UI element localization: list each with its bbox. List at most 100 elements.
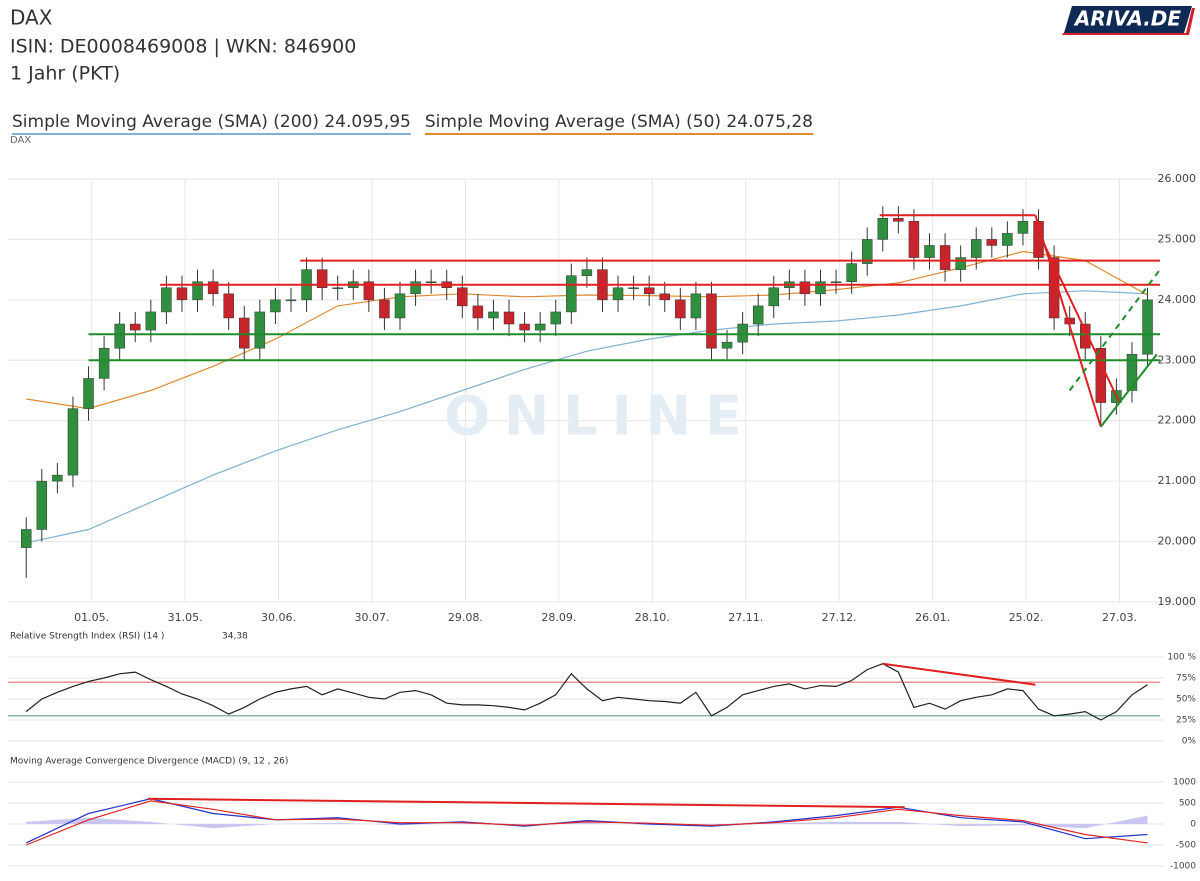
trendline <box>147 797 905 809</box>
trendline <box>882 662 1036 686</box>
candle-body <box>955 257 966 270</box>
line <box>25 800 1148 846</box>
candle-body <box>566 275 577 313</box>
panel-title: Relative Strength Index (RSI) (14 ) <box>10 632 164 642</box>
candle-body <box>768 287 780 307</box>
candle-body <box>612 287 624 301</box>
y-tick-label: 25.000 <box>1158 232 1197 245</box>
y-tick-label: -1000 <box>1170 862 1196 872</box>
x-tick-label: 30.06. <box>261 611 296 624</box>
candle-body <box>36 480 48 530</box>
y-tick-label: 0 <box>1190 820 1196 830</box>
x-tick-label: 28.09. <box>541 611 576 624</box>
candle-body <box>628 287 639 290</box>
y-tick-label: 25% <box>1176 716 1196 726</box>
x-tick-label: 30.07. <box>354 611 389 624</box>
y-tick-label: 500 <box>1179 799 1196 809</box>
candle-body <box>488 311 499 319</box>
candle-body <box>270 299 281 313</box>
candle-body <box>1048 257 1060 319</box>
isin: ISIN: DE0008469008 | WKN: 846900 <box>10 36 356 58</box>
candle-body <box>581 269 593 276</box>
candle-body <box>20 529 32 548</box>
candle-body <box>1142 299 1153 355</box>
candle-body <box>534 323 546 331</box>
candle-body <box>706 293 717 349</box>
legend-entry: Simple Moving Average (SMA) (50) 24.075,… <box>425 112 813 132</box>
candle-body <box>877 218 889 240</box>
candle-body <box>98 347 110 379</box>
candle-body <box>752 305 764 325</box>
candle-body <box>519 323 530 331</box>
candle-body <box>285 299 297 302</box>
y-tick-label: -500 <box>1176 841 1197 851</box>
trendline <box>1068 269 1161 392</box>
candle-body <box>970 239 982 258</box>
candle-body <box>145 311 157 331</box>
panel-title: Moving Average Convergence Divergence (M… <box>10 757 288 767</box>
y-tick-label: 50% <box>1176 695 1196 705</box>
candle-body <box>846 263 857 282</box>
candle-body <box>239 317 250 349</box>
candle-body <box>316 269 328 289</box>
candle-body <box>503 311 515 325</box>
y-tick-label: 22.000 <box>1158 414 1197 427</box>
candle-body <box>939 245 951 270</box>
candle-body <box>1080 323 1091 349</box>
x-tick-label: 27.12. <box>822 611 857 624</box>
candle-body <box>472 305 484 319</box>
candle-body <box>737 323 748 343</box>
line <box>25 663 1148 721</box>
panel-value: 34,38 <box>222 632 248 642</box>
candle-body <box>1017 221 1029 234</box>
y-tick-label: 0% <box>1182 737 1197 747</box>
candle-body <box>457 287 468 307</box>
x-tick-label: 27.11. <box>728 611 763 624</box>
candle-body <box>659 293 670 301</box>
candle-body <box>52 474 63 482</box>
candle-body <box>799 281 811 295</box>
candle-body <box>363 281 375 301</box>
y-tick-label: 100 % <box>1167 653 1196 663</box>
watermark: ONLINE <box>444 385 756 448</box>
y-tick-label: 23.000 <box>1158 353 1197 366</box>
y-tick-label: 24.000 <box>1158 293 1197 306</box>
line <box>26 290 1148 544</box>
candle-body <box>1002 233 1013 246</box>
candle-body <box>550 311 561 325</box>
legend-entry: Simple Moving Average (SMA) (200) 24.095… <box>12 112 411 132</box>
candle-body <box>690 293 702 319</box>
y-tick-label: 1000 <box>1173 778 1196 788</box>
candle-body <box>861 239 873 264</box>
candle-body <box>332 287 343 290</box>
y-tick-label: 26.000 <box>1158 172 1197 185</box>
y-tick-label: 19.000 <box>1158 595 1197 608</box>
candle-body <box>924 245 935 258</box>
logo: ARIVA.DE <box>1062 6 1195 35</box>
x-tick-label: 29.08. <box>448 611 483 624</box>
y-tick-label: 75% <box>1176 674 1196 684</box>
candle-body <box>410 281 421 295</box>
candle-body <box>130 323 141 331</box>
candle-body <box>830 281 842 283</box>
trendline <box>1043 245 1121 404</box>
trendline <box>1100 353 1158 428</box>
candle-body <box>815 281 826 295</box>
candle-body <box>893 218 904 222</box>
candle-body <box>394 293 406 319</box>
x-tick-label: 01.05. <box>74 611 109 624</box>
candle-body <box>643 287 655 295</box>
y-tick-label: 21.000 <box>1158 474 1197 487</box>
candle-body <box>986 239 998 246</box>
series-label: DAX <box>10 135 31 146</box>
candle-body <box>254 311 266 349</box>
candle-body <box>675 299 686 319</box>
candle-body <box>908 221 920 258</box>
candle-body <box>114 323 125 349</box>
line <box>25 798 1148 844</box>
candle-body <box>207 281 219 295</box>
candle-body <box>67 408 79 476</box>
x-tick-label: 25.02. <box>1009 611 1044 624</box>
candle-body <box>176 287 188 301</box>
